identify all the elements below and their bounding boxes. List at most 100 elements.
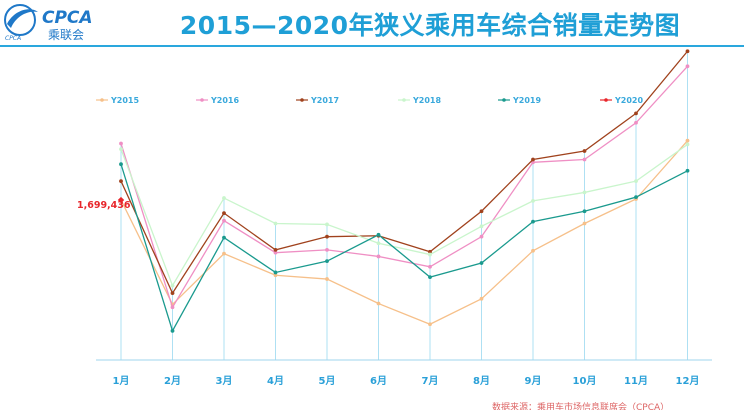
chart-legend: Y2015 Y2016 Y2017 Y2018 Y2019 Y2020: [96, 96, 643, 105]
legend-item-y2019: Y2019: [498, 96, 541, 105]
data-point: [582, 190, 587, 195]
data-point: [428, 264, 432, 269]
legend-item-y2017: Y2017: [296, 96, 339, 105]
data-point: [325, 277, 329, 281]
page-title: 2015—2020年狭义乘用车综合销量走势图: [179, 11, 681, 40]
data-point: [325, 259, 329, 264]
legend-marker: [300, 98, 304, 102]
data-point: [428, 322, 432, 327]
data-point: [531, 248, 535, 253]
data-point: [428, 252, 432, 257]
series-line: [120, 140, 688, 325]
legend-marker: [402, 98, 406, 102]
x-tick-label: 2月: [164, 375, 181, 387]
series-line: [120, 164, 688, 333]
data-point: [634, 195, 638, 200]
legend-label: Y2016: [210, 96, 239, 105]
series-y2016: [119, 64, 690, 310]
data-point: [325, 234, 329, 239]
title-rule: [0, 45, 744, 47]
data-point: [222, 211, 226, 216]
data-point: [170, 328, 175, 333]
data-point: [531, 219, 535, 224]
data-point: [222, 235, 226, 240]
data-point: [170, 291, 175, 296]
data-label: 1,699,436: [77, 200, 131, 211]
line-chart: Y2015 Y2016 Y2017 Y2018 Y2019 Y2020 1月 2月 3月 4月 5…: [77, 49, 712, 387]
legend-item-y2016: Y2016: [196, 96, 239, 105]
data-point: [685, 142, 690, 147]
x-tick-label: 11月: [624, 375, 648, 387]
data-point: [479, 224, 484, 229]
data-point: [119, 141, 123, 146]
data-point: [582, 209, 587, 214]
drop-lines: [120, 51, 688, 360]
logo-swoosh-icon: [7, 9, 38, 29]
data-point: [634, 120, 638, 125]
logo-mark-text: CPCA: [5, 35, 21, 42]
source-note: 数据来源：乘用车市场信息联席会（CPCA）: [492, 403, 670, 410]
data-point: [376, 254, 381, 259]
legend-marker: [100, 98, 104, 102]
data-point: [428, 249, 432, 254]
legend-item-y2018: Y2018: [398, 96, 441, 105]
logo-cn-text: 乘联会: [48, 28, 84, 42]
data-point: [170, 305, 175, 310]
legend-marker: [604, 98, 608, 102]
data-point: [479, 296, 484, 301]
legend-label: Y2020: [614, 96, 643, 105]
x-tick-label: 7月: [422, 375, 439, 387]
data-point: [117, 196, 125, 204]
data-point: [222, 251, 226, 256]
legend-label: Y2017: [310, 96, 339, 105]
data-point: [222, 196, 226, 200]
data-point: [634, 111, 638, 116]
data-point: [273, 250, 278, 255]
data-point: [479, 261, 484, 265]
data-point: [685, 168, 690, 173]
x-tick-label: 1月: [113, 375, 130, 387]
series-y2015: [119, 138, 690, 327]
data-point: [428, 275, 432, 280]
annotations: 1,699,436: [77, 200, 131, 211]
data-point: [479, 209, 484, 214]
data-point: [325, 222, 329, 227]
logo-text: CPCA: [42, 8, 93, 28]
header: CPCA 乘联会 CPCA 2015—2020年狭义乘用车综合销量走势图: [0, 0, 744, 46]
data-point: [376, 301, 381, 306]
series-line: [120, 50, 689, 295]
x-tick-label: 6月: [370, 375, 387, 387]
x-tick-label: 9月: [525, 375, 542, 387]
x-tick-label: 4月: [267, 375, 284, 387]
data-point: [376, 241, 381, 246]
series-y2017: [119, 49, 690, 296]
series-y2019: [119, 162, 690, 333]
series-y2018: [119, 142, 690, 288]
data-point: [582, 149, 587, 153]
cpca-logo: CPCA 乘联会 CPCA: [4, 4, 93, 42]
data-point: [273, 221, 278, 226]
data-point: [634, 179, 638, 184]
legend-marker: [200, 98, 204, 102]
data-point: [376, 232, 381, 237]
data-point: [685, 64, 690, 69]
data-point: [531, 157, 535, 162]
data-point: [325, 247, 329, 252]
data-point: [273, 270, 278, 275]
data-point: [119, 147, 123, 152]
data-point: [685, 49, 690, 54]
data-point: [119, 162, 123, 167]
data-point: [170, 283, 175, 288]
legend-label: Y2018: [412, 96, 441, 105]
data-point: [531, 199, 535, 203]
legend-label: Y2019: [512, 96, 541, 105]
data-point: [685, 138, 690, 143]
series-y2020: [117, 196, 125, 204]
legend-marker: [502, 98, 506, 102]
data-point: [222, 218, 226, 223]
data-point: [273, 273, 278, 278]
series-layer: [117, 49, 690, 333]
data-point: [479, 234, 484, 239]
series-line: [120, 65, 688, 309]
x-tick-label: 10月: [573, 375, 597, 387]
